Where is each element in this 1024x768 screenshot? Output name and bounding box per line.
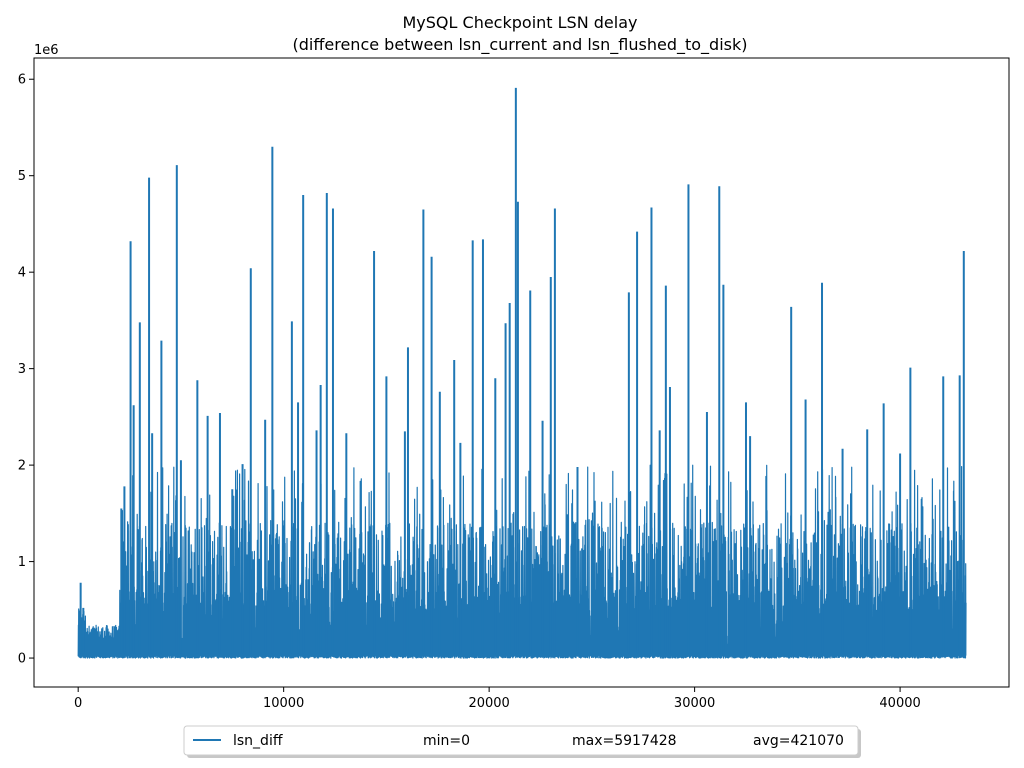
chart-subtitle: (difference between lsn_current and lsn_… (293, 35, 748, 55)
x-tick-label: 0 (74, 696, 82, 711)
y-offset-label: 1e6 (34, 43, 59, 58)
x-tick-label: 30000 (674, 696, 715, 711)
legend: lsn_diff min=0 max=5917428 avg=421070 (183, 725, 861, 758)
legend-max: max=5917428 (572, 733, 677, 749)
series-layer (77, 87, 967, 659)
x-axis: 0 10000 20000 30000 40000 (74, 687, 921, 711)
legend-box (183, 725, 859, 756)
chart-title: MySQL Checkpoint LSN delay (403, 13, 638, 32)
y-tick-label: 0 (18, 652, 26, 667)
y-tick-label: 4 (18, 266, 26, 281)
x-tick-label: 10000 (263, 696, 304, 711)
y-tick-label: 1 (18, 555, 26, 570)
x-tick-label: 20000 (468, 696, 509, 711)
legend-avg: avg=421070 (753, 733, 844, 749)
y-tick-label: 3 (18, 362, 26, 377)
y-axis: 0 1 2 3 4 5 6 (18, 73, 34, 667)
legend-min: min=0 (423, 733, 470, 749)
series-line-lsn-diff (77, 464, 967, 659)
y-tick-label: 2 (18, 459, 26, 474)
y-tick-label: 5 (18, 169, 26, 184)
plot-frame (33, 57, 1010, 688)
x-tick-label: 40000 (879, 696, 920, 711)
legend-series-name: lsn_diff (233, 733, 283, 749)
y-tick-label: 6 (18, 73, 26, 88)
